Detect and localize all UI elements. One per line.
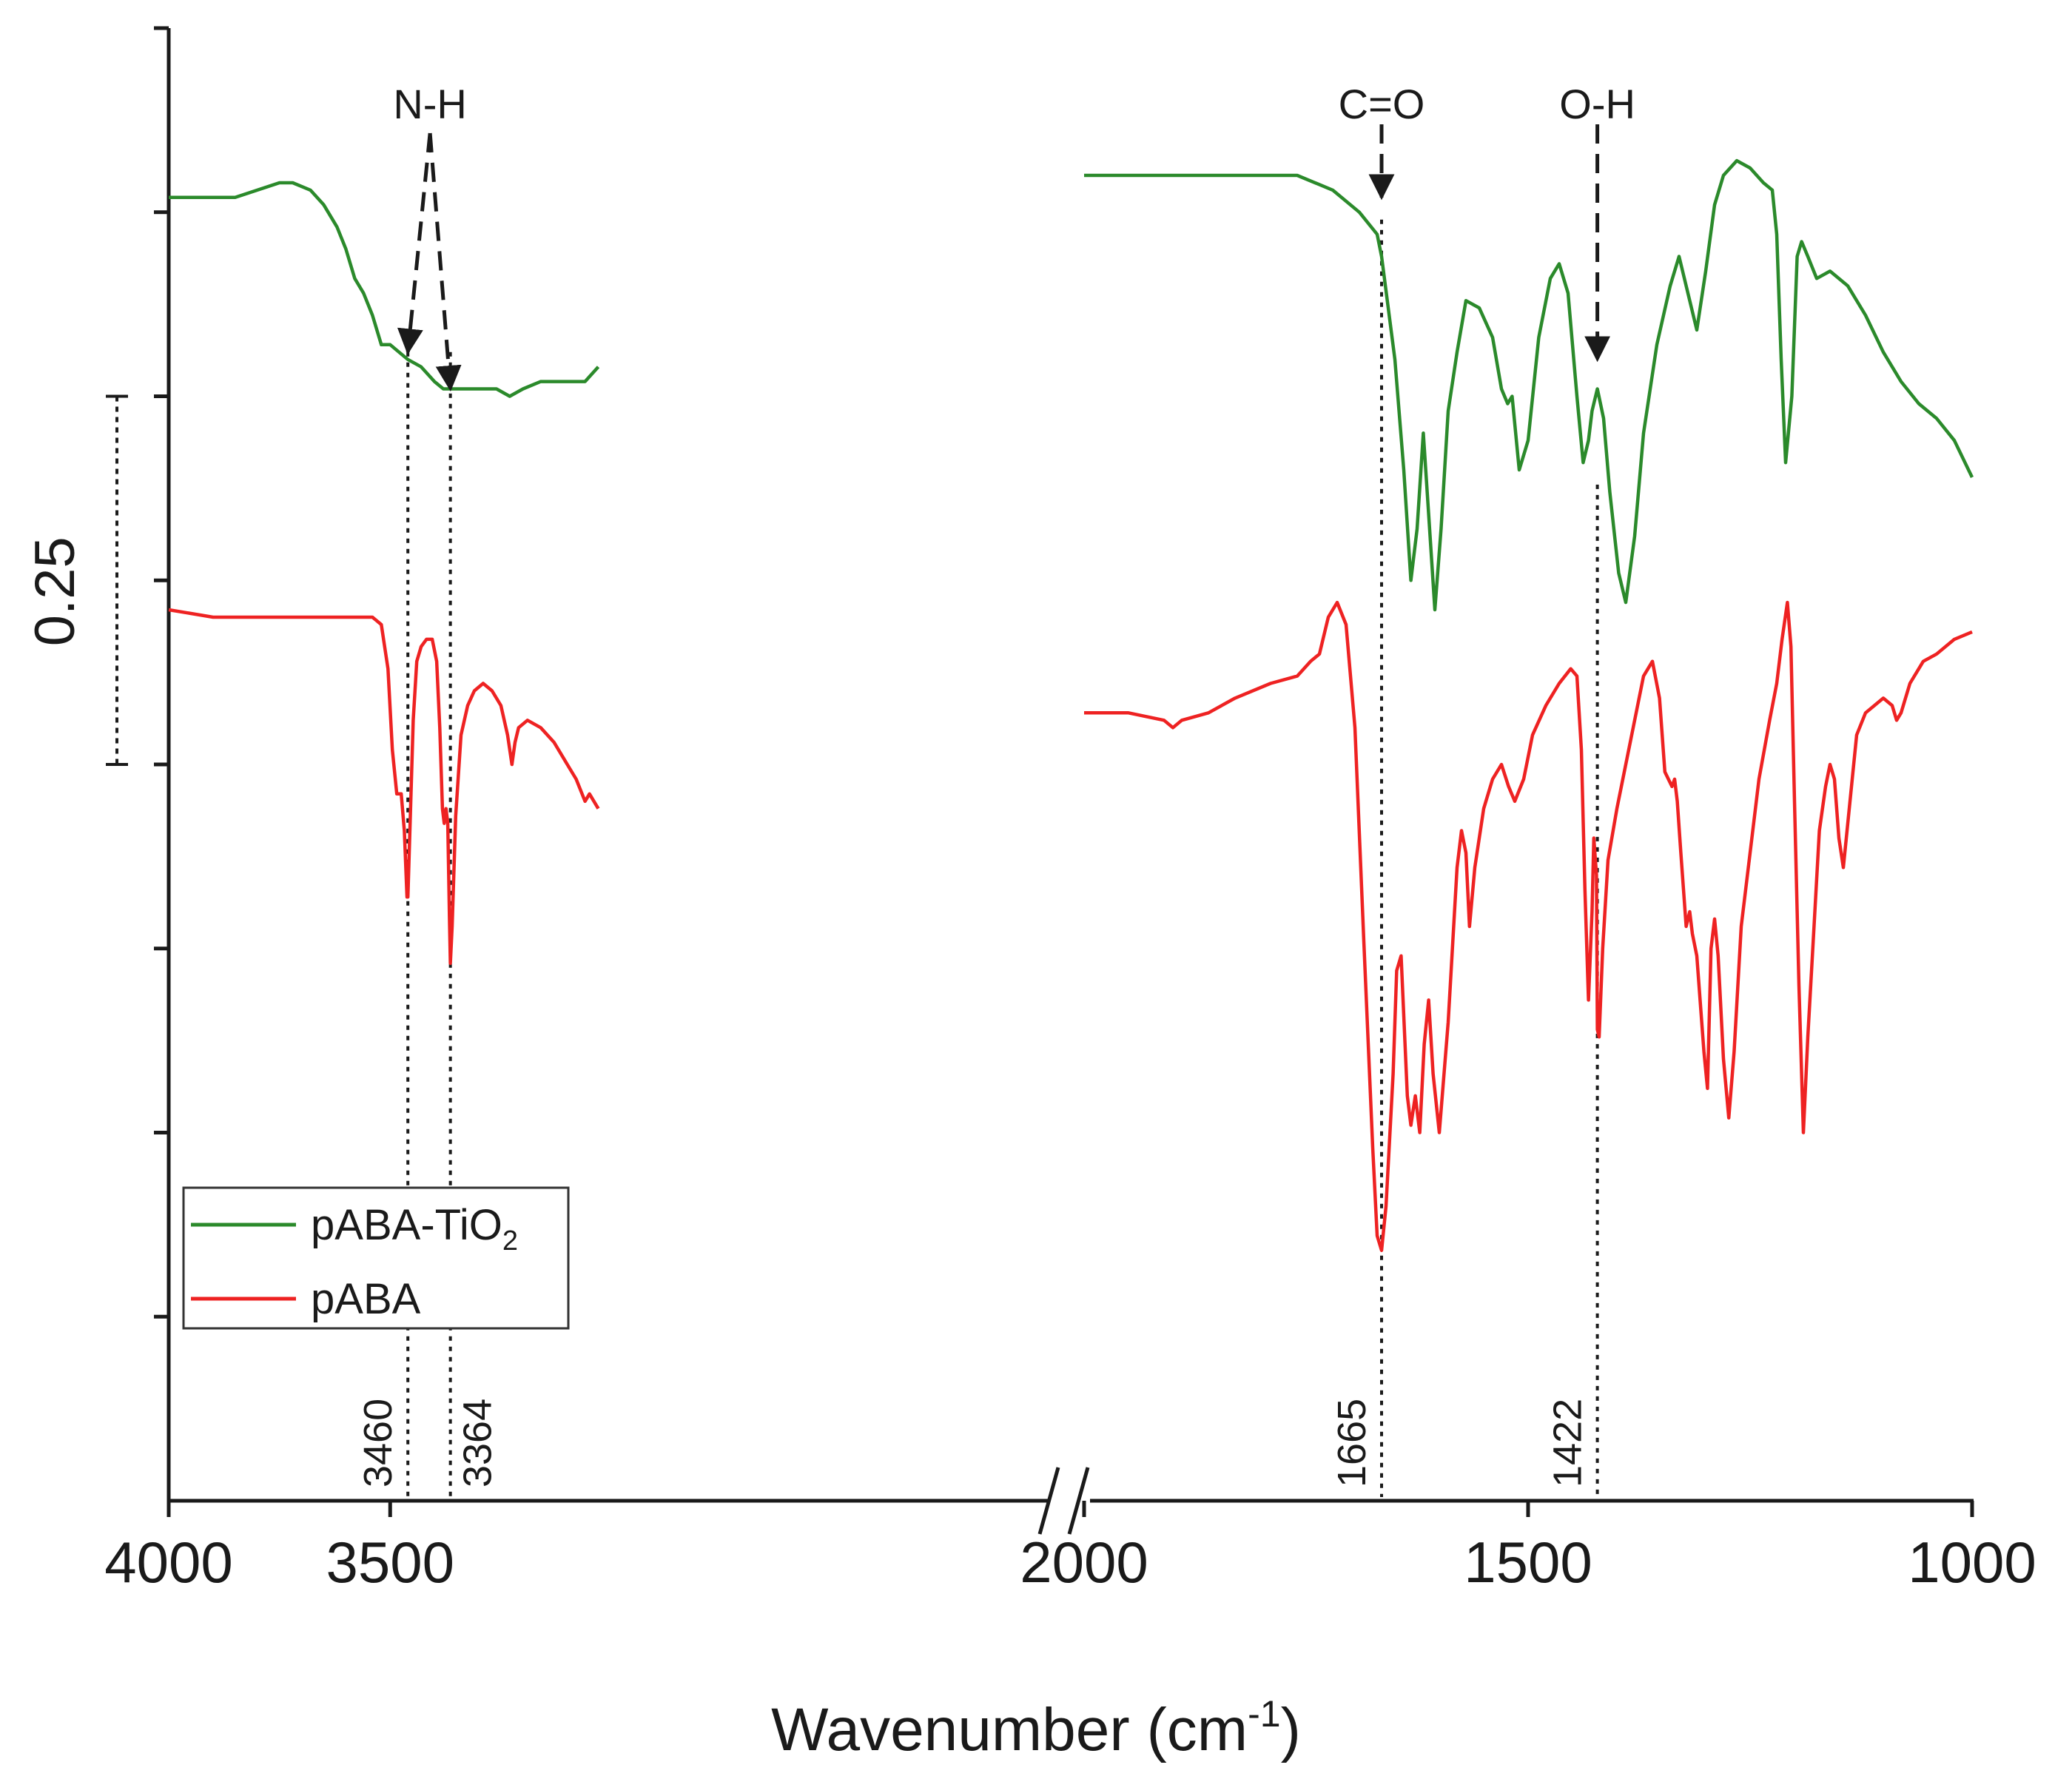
- axis-break-mark-1: [1037, 1467, 1060, 1535]
- x-tick-label-1000: 1000: [1908, 1530, 2036, 1595]
- legend-label-0: pABA-TiO2: [311, 1201, 518, 1257]
- series-pABA-line-left: [168, 608, 600, 965]
- series-pABA-TiO2-line-right: [1084, 158, 1974, 612]
- legend-label-1: pABA: [311, 1275, 421, 1323]
- x-tick-label-2000: 2000: [1020, 1530, 1148, 1595]
- ticks: 4000 3500 2000 1500 1000: [104, 26, 2036, 1595]
- peak-label-1665: 1665: [1330, 1399, 1374, 1487]
- peak-label-3364: 3364: [456, 1399, 500, 1487]
- x-tick-label-1500: 1500: [1464, 1530, 1592, 1595]
- peak-label-3460: 3460: [356, 1399, 400, 1487]
- peak-label-1422: 1422: [1546, 1399, 1590, 1487]
- scale-bar: 0.25: [24, 394, 128, 766]
- bond-label-O-H: O-H: [1559, 81, 1635, 127]
- bond-arrows: [397, 124, 1611, 392]
- bond-label-C=O: C=O: [1339, 81, 1425, 127]
- annotation-labels: N-H C=O O-H: [393, 81, 1635, 127]
- x-axis-title-sup: -1: [1248, 1693, 1280, 1735]
- series-group: [168, 158, 1974, 1252]
- bond-label-N-H: N-H: [393, 81, 467, 127]
- series-pABA-line-right: [1084, 600, 1973, 1252]
- x-tick-label-4000: 4000: [104, 1530, 233, 1595]
- bond-arrow-1: [428, 132, 462, 392]
- legend-label-sub-0: 2: [502, 1225, 518, 1257]
- x-axis-title: Wavenumber (cm-1): [771, 1693, 1301, 1763]
- axis-break-mark-2: [1067, 1467, 1090, 1535]
- scale-bar-label: 0.25: [24, 537, 87, 646]
- x-tick-label-3500: 3500: [326, 1530, 454, 1595]
- bond-arrow-0: [397, 132, 432, 355]
- legend-box: [182, 1186, 570, 1330]
- x-axis-title-end: ): [1281, 1696, 1301, 1763]
- legend: pABA-TiO2 pABA: [182, 1186, 570, 1330]
- x-axis-title-main: Wavenumber (cm: [771, 1696, 1248, 1763]
- legend-label-main-0: pABA-TiO: [311, 1201, 502, 1249]
- legend-label-main-1: pABA: [311, 1275, 421, 1323]
- series-pABA-TiO2-line-left: [169, 181, 600, 398]
